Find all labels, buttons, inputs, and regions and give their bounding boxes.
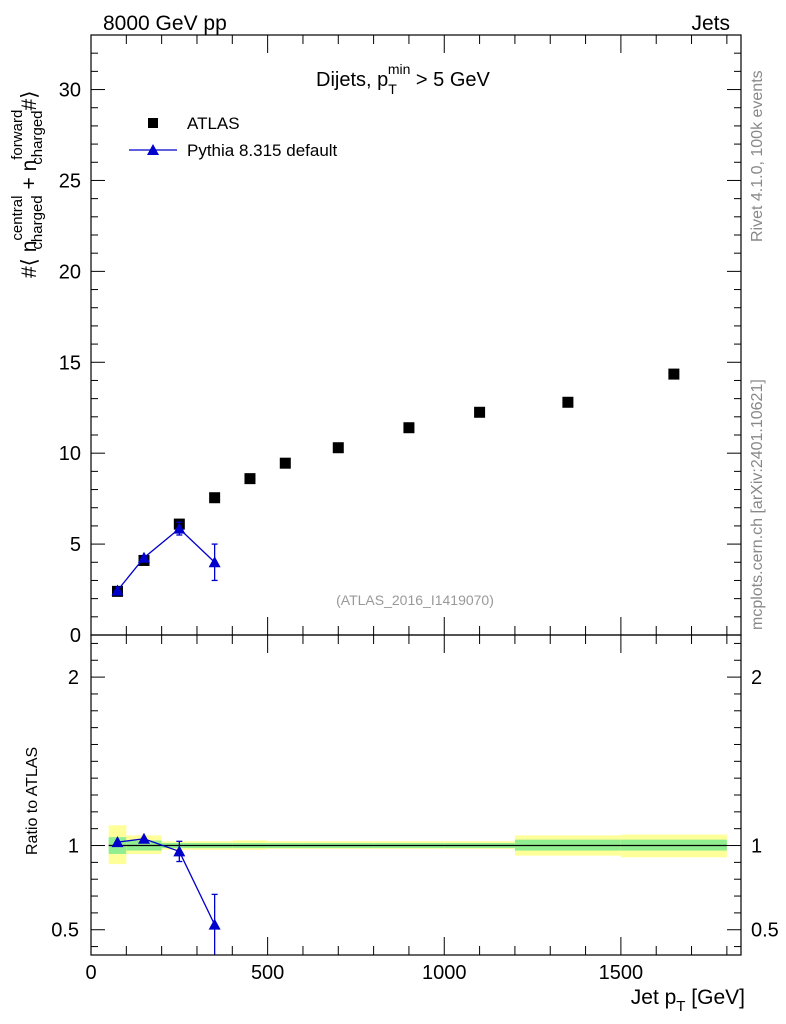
atlas-data-point: [403, 422, 415, 434]
pythia-data-point: [111, 584, 124, 596]
x-tick-label: 1500: [599, 962, 644, 984]
header-energy-label: 8000 GeV pp: [103, 12, 227, 35]
atlas-data-point: [209, 492, 221, 504]
ylabel-sub-b: charged: [29, 110, 46, 164]
ratio-uncertainty-bands: [108, 825, 727, 865]
atlas-data-point: [332, 442, 344, 454]
atlas-data-point: [562, 396, 574, 408]
ratio-y-tick-label: 0.5: [51, 920, 79, 942]
ylabel-sup-a: central: [9, 196, 26, 241]
legend-atlas-label: ATLAS: [187, 114, 240, 133]
main-y-tick-label: 20: [59, 261, 81, 283]
main-y-axis-label: #⟨ ncentral charged + nforward charged#⟩: [9, 91, 46, 278]
ratio-y-tick-label-right: 0.5: [751, 920, 779, 942]
ratio-y-tick-label-right: 1: [751, 836, 762, 858]
ylabel-sup-b: forward: [9, 110, 26, 160]
pythia-ratio-point: [208, 918, 221, 930]
pythia-ratio-point: [111, 836, 124, 848]
main-y-tick-label: 30: [59, 80, 81, 102]
pythia-ratio-point: [173, 845, 186, 857]
xlabel-prefix: Jet p: [631, 986, 677, 1009]
main-y-tick-label: 5: [70, 534, 81, 556]
pythia-data-point: [173, 522, 186, 534]
ratio-y-tick-label: 2: [68, 667, 79, 689]
atlas-data-point: [474, 406, 486, 418]
pythia-ratio-point: [137, 832, 150, 844]
title-prefix: Dijets, p: [316, 69, 388, 91]
mcplots-label: mcplots.cern.ch [arXiv:2401.10621]: [749, 379, 766, 630]
title-sub: T: [388, 81, 397, 97]
ratio-y-tick-label-right: 2: [751, 667, 762, 689]
x-tick-label: 0: [85, 962, 96, 984]
atlas-data-point: [668, 368, 680, 380]
ratio-y-axis-label: Ratio to ATLAS: [24, 747, 41, 855]
header-jets-label: Jets: [691, 12, 730, 35]
pythia-data-point: [208, 556, 221, 568]
ratio-plot-series: [111, 832, 221, 955]
atlas-data-point: [279, 457, 291, 469]
xlabel-sub: T: [676, 998, 685, 1015]
main-plot-series: [111, 368, 680, 597]
ylabel-part-a: #⟨ n: [18, 241, 41, 278]
main-plot-title: Dijets, pTmin > 5 GeV: [316, 61, 491, 97]
main-y-tick-label: 15: [59, 352, 81, 374]
legend: ATLAS Pythia 8.315 default: [129, 114, 338, 160]
x-axis-label: Jet pT [GeV]: [631, 986, 745, 1015]
main-y-tick-label: 10: [59, 443, 81, 465]
pythia-line: [116, 527, 216, 591]
main-y-tick-label: 25: [59, 170, 81, 192]
ratio-plot-frame: [90, 634, 742, 956]
analysis-watermark: (ATLAS_2016_I1419070): [336, 592, 494, 608]
title-sup: min: [388, 61, 411, 77]
main-y-tick-label: 0: [70, 625, 81, 647]
xlabel-suffix: [GeV]: [685, 986, 745, 1009]
pythia-data-point: [137, 551, 150, 563]
ratio-plot-ticks: 0.5 0.5 1 1 2 2 0 500 1000 1500: [51, 635, 779, 984]
legend-atlas-marker: [148, 118, 158, 128]
rivet-version-label: Rivet 4.1.0, 100k events: [749, 70, 766, 242]
legend-pythia-label: Pythia 8.315 default: [187, 141, 338, 160]
legend-pythia-marker: [147, 144, 159, 155]
ylabel-sub-a: charged: [29, 195, 46, 249]
atlas-data-point: [244, 473, 256, 485]
main-plot-ticks: 0 5 10 15 20 25 30: [59, 34, 741, 647]
ylabel-part-c: #⟩: [18, 91, 41, 111]
ylabel-part-b: + n: [18, 160, 41, 196]
title-suffix: > 5 GeV: [410, 69, 490, 91]
ratio-y-tick-label: 1: [68, 836, 79, 858]
pythia-ratio-line: [117, 838, 216, 925]
x-tick-label: 1000: [422, 962, 467, 984]
x-tick-label: 500: [251, 962, 284, 984]
